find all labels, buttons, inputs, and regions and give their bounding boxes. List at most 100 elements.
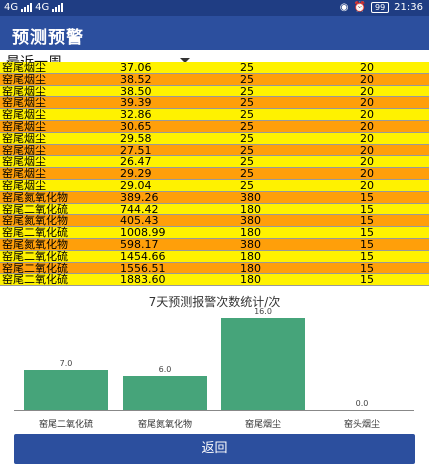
status-left: 4G 4G [4, 2, 64, 13]
cell-limit: 180 [240, 261, 261, 275]
x-tick-label: 窑尾烟尘 [244, 420, 281, 430]
cell-value: 38.52 [120, 72, 152, 86]
cell-x: 20 [360, 108, 374, 122]
x-tick-label: 窑尾二氧化硫 [38, 420, 93, 430]
cell-limit: 25 [240, 96, 254, 110]
alarm-count-chart: 7天预测报警次数统计/次 7.0 窑尾二氧化硫 6.0 窑尾氮氧化物 16.0 窑尾烟尘 0… [0, 292, 429, 430]
cell-name: 窑尾烟尘 [2, 108, 46, 122]
chart-bar [24, 369, 108, 410]
cell-name: 窑尾烟尘 [2, 167, 46, 181]
cell-value: 598.17 [120, 238, 159, 251]
cell-name: 窑尾烟尘 [2, 143, 46, 157]
status-bar: 4G 4G ◉ ⏰ 99 21:36 [0, 0, 429, 16]
cell-limit: 25 [240, 72, 254, 86]
network-label-left: 4G [4, 2, 19, 13]
chevron-down-icon [180, 58, 190, 63]
cell-value: 39.39 [120, 96, 152, 110]
bottom-bar: 返回 [0, 432, 429, 470]
cell-limit: 25 [240, 62, 254, 74]
cell-value: 30.65 [120, 120, 152, 133]
table-row: 窑尾烟尘 32.86 25 20 [0, 109, 429, 121]
x-tick-label: 窑头烟尘 [343, 420, 380, 430]
table-row: 窑尾二氧化硫 1454.66 180 15 [0, 249, 429, 263]
cell-value: 29.29 [120, 167, 152, 181]
cell-x: 15 [360, 238, 374, 251]
cell-limit: 180 [240, 202, 261, 216]
cell-value: 389.26 [120, 190, 159, 204]
cell-limit: 25 [240, 167, 254, 181]
table-row: 窑尾氮氧化物 405.43 380 15 [0, 214, 429, 228]
cell-x: 15 [360, 273, 374, 287]
back-button[interactable]: 返回 [14, 434, 415, 464]
alarm-icon: ⏰ [353, 2, 366, 13]
app-bar: 预测预警 [0, 16, 429, 50]
cell-x: 15 [360, 190, 374, 204]
cell-name: 窑尾烟尘 [2, 72, 46, 86]
status-right: ◉ ⏰ 99 21:36 [340, 2, 423, 13]
cell-x: 20 [360, 143, 374, 157]
cell-limit: 380 [240, 214, 261, 228]
table-row: 窑尾氮氧化物 598.17 380 15 [0, 239, 429, 251]
table-row: 窑尾烟尘 27.51 25 20 [0, 143, 429, 157]
bar-value-label: 6.0 [158, 364, 172, 374]
cell-x: 20 [360, 155, 374, 169]
cell-name: 窑尾烟尘 [2, 155, 46, 169]
cell-limit: 25 [240, 155, 254, 169]
cell-x: 15 [360, 226, 374, 240]
cell-name: 窑尾氮氧化物 [2, 214, 68, 228]
table-row: 窑尾氮氧化物 389.26 380 15 [0, 190, 429, 204]
table-row: 窑尾烟尘 29.04 25 20 [0, 180, 429, 192]
cell-limit: 25 [240, 120, 254, 133]
cell-x: 15 [360, 202, 374, 216]
cell-value: 38.50 [120, 84, 152, 98]
cell-name: 窑尾烟尘 [2, 62, 46, 74]
signal-icon-2 [52, 3, 64, 12]
table-row: 窑尾烟尘 29.58 25 20 [0, 131, 429, 145]
clock: 21:36 [394, 2, 423, 13]
cell-value: 27.51 [120, 143, 152, 157]
table-row: 窑尾烟尘 38.52 25 20 [0, 72, 429, 86]
cell-limit: 380 [240, 238, 261, 251]
battery-icon: 99 [370, 2, 390, 13]
cell-limit: 25 [240, 84, 254, 98]
cell-name: 窑尾氮氧化物 [2, 190, 68, 204]
cell-value: 405.43 [120, 214, 159, 228]
cell-value: 26.47 [120, 155, 152, 169]
cell-x: 15 [360, 214, 374, 228]
cell-x: 20 [360, 131, 374, 145]
table-row: 窑尾烟尘 29.29 25 20 [0, 168, 429, 180]
cell-limit: 180 [240, 226, 261, 240]
cell-name: 窑尾二氧化硫 [2, 202, 68, 216]
cell-x: 20 [360, 179, 374, 192]
cell-limit: 25 [240, 179, 254, 192]
cell-name: 窑尾烟尘 [2, 131, 46, 145]
table-row: 窑尾烟尘 39.39 25 20 [0, 96, 429, 110]
table-row: 窑尾烟尘 38.50 25 20 [0, 84, 429, 98]
cell-limit: 180 [240, 273, 261, 287]
cell-name: 窑尾二氧化硫 [2, 261, 68, 275]
cell-value: 37.06 [120, 62, 152, 74]
cell-name: 窑尾二氧化硫 [2, 249, 68, 263]
cell-value: 1556.51 [120, 261, 166, 275]
bar-value-label: 16.0 [254, 307, 272, 316]
cell-limit: 25 [240, 108, 254, 122]
cell-name: 窑尾二氧化硫 [2, 226, 68, 240]
cell-value: 32.86 [120, 108, 152, 122]
bar-value-label: 7.0 [59, 358, 73, 368]
cell-limit: 25 [240, 131, 254, 145]
chart-bar [221, 318, 305, 410]
table-row: 窑尾二氧化硫 744.42 180 15 [0, 202, 429, 216]
x-tick-label: 窑尾氮氧化物 [137, 420, 192, 430]
table-row: 窑尾二氧化硫 1008.99 180 15 [0, 227, 429, 239]
signal-icon-1 [21, 3, 33, 12]
cell-value: 744.42 [120, 202, 159, 216]
table-row: 窑尾二氧化硫 1883.60 180 15 [0, 273, 429, 287]
table-row: 窑尾烟尘 26.47 25 20 [0, 155, 429, 169]
x-axis [14, 410, 414, 411]
page-title: 预测预警 [12, 28, 84, 48]
table-row: 窑尾烟尘 37.06 25 20 [0, 62, 429, 74]
cell-x: 15 [360, 249, 374, 263]
cell-limit: 380 [240, 190, 261, 204]
cell-x: 20 [360, 84, 374, 98]
cell-value: 1454.66 [120, 249, 166, 263]
